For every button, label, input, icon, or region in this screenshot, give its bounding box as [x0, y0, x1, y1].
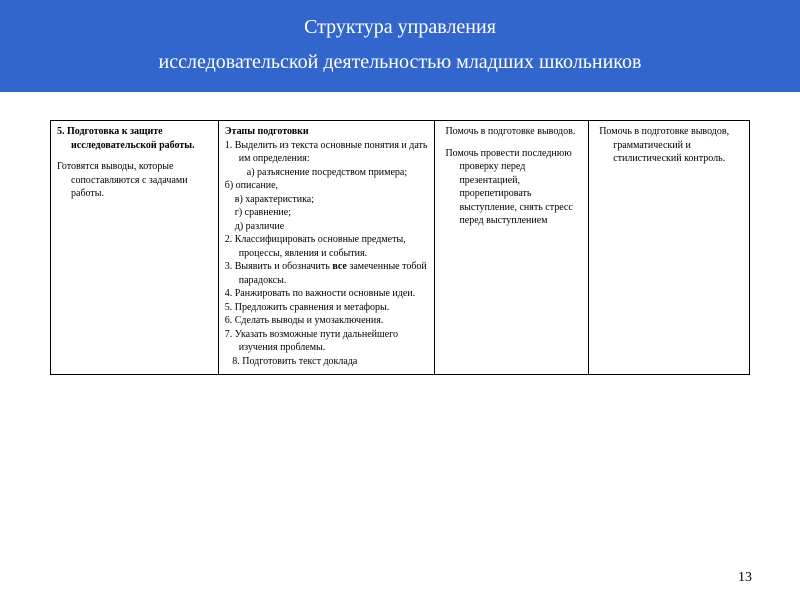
header-line-2: исследовательской деятельностью младших …	[10, 51, 790, 74]
cell-help-2: Помочь в подготовке выводов, грамматичес…	[589, 121, 750, 375]
help2-p1: Помочь в подготовке выводов, грамматичес…	[595, 125, 743, 166]
header-line-1: Структура управления	[10, 16, 790, 39]
content-table: 5. Подготовка к защите исследовательской…	[50, 120, 750, 375]
help1-p1: Помочь в подготовке выводов.	[441, 125, 582, 139]
stage-description: Готовятся выводы, которые сопоставляются…	[57, 160, 212, 201]
step-2: 2. Классифицировать основные предметы, п…	[225, 233, 429, 260]
step-1: 1. Выделить из текста основные понятия и…	[225, 139, 429, 166]
page-number: 13	[738, 570, 752, 586]
help1-p2: Помочь провести последнюю проверку перед…	[441, 147, 582, 228]
step-8: 8. Подготовить текст доклада	[225, 355, 429, 369]
slide-header: Структура управления исследовательской д…	[0, 0, 800, 92]
step-1b: б) описание,	[225, 179, 429, 193]
step-1g: г) сравнение;	[225, 206, 429, 220]
stage-title: 5. Подготовка к защите исследовательской…	[57, 125, 212, 152]
step-6: 6. Сделать выводы и умозаключения.	[225, 314, 429, 328]
cell-steps: Этапы подготовки 1. Выделить из текста о…	[218, 121, 435, 375]
step-4: 4. Ранжировать по важности основные идеи…	[225, 287, 429, 301]
step-1d: д) различие	[225, 220, 429, 234]
step-7: 7. Указать возможные пути дальнейшего из…	[225, 328, 429, 355]
cell-help-1: Помочь в подготовке выводов. Помочь пров…	[435, 121, 589, 375]
step-1a: а) разъяснение посредством примера;	[225, 166, 429, 180]
step-1v: в) характеристика;	[225, 193, 429, 207]
table-container: 5. Подготовка к защите исследовательской…	[0, 92, 800, 375]
cell-stage: 5. Подготовка к защите исследовательской…	[51, 121, 219, 375]
steps-title: Этапы подготовки	[225, 125, 429, 139]
step-3: 3. Выявить и обозначить все замеченные т…	[225, 260, 429, 287]
step-5: 5. Предложить сравнения и метафоры.	[225, 301, 429, 315]
table-row: 5. Подготовка к защите исследовательской…	[51, 121, 750, 375]
